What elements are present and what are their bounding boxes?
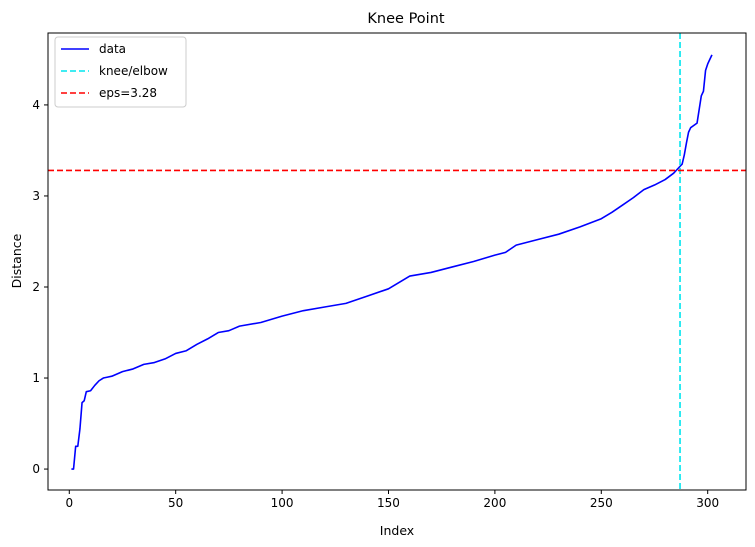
legend-items: data knee/elbow eps=3.28 <box>61 42 168 100</box>
series-layer <box>71 54 713 470</box>
x-axis: 0 50 100 150 200 250 300 <box>65 490 719 510</box>
x-tick-label: 150 <box>377 496 400 510</box>
x-axis-label: Index <box>380 523 414 538</box>
x-tick-label: 200 <box>483 496 506 510</box>
reference-lines <box>48 33 746 490</box>
legend-label-eps-3-28: eps=3.28 <box>99 86 157 100</box>
plot-frame <box>47 32 747 491</box>
y-axis-label: Distance <box>9 233 24 288</box>
y-tick-label: 1 <box>32 371 40 385</box>
y-tick-label: 3 <box>32 189 40 203</box>
series-line-data <box>71 54 713 470</box>
plot-area <box>47 32 747 491</box>
chart-title: Knee Point <box>367 11 444 27</box>
x-tick-label: 50 <box>168 496 183 510</box>
legend-label-data: data <box>99 42 126 56</box>
plot-background <box>48 33 746 490</box>
legend-label-knee-elbow: knee/elbow <box>99 64 168 78</box>
x-tick-label: 100 <box>271 496 294 510</box>
legend-box <box>54 36 187 108</box>
y-tick-label: 0 <box>32 462 40 476</box>
y-tick-label: 2 <box>32 280 40 294</box>
x-tick-label: 0 <box>65 496 73 510</box>
x-tick-label: 300 <box>696 496 719 510</box>
x-tick-label: 250 <box>590 496 613 510</box>
y-tick-label: 4 <box>32 98 40 112</box>
y-axis: 0 1 2 3 4 <box>32 98 48 476</box>
legend: data knee/elbow eps=3.28 <box>54 36 187 108</box>
